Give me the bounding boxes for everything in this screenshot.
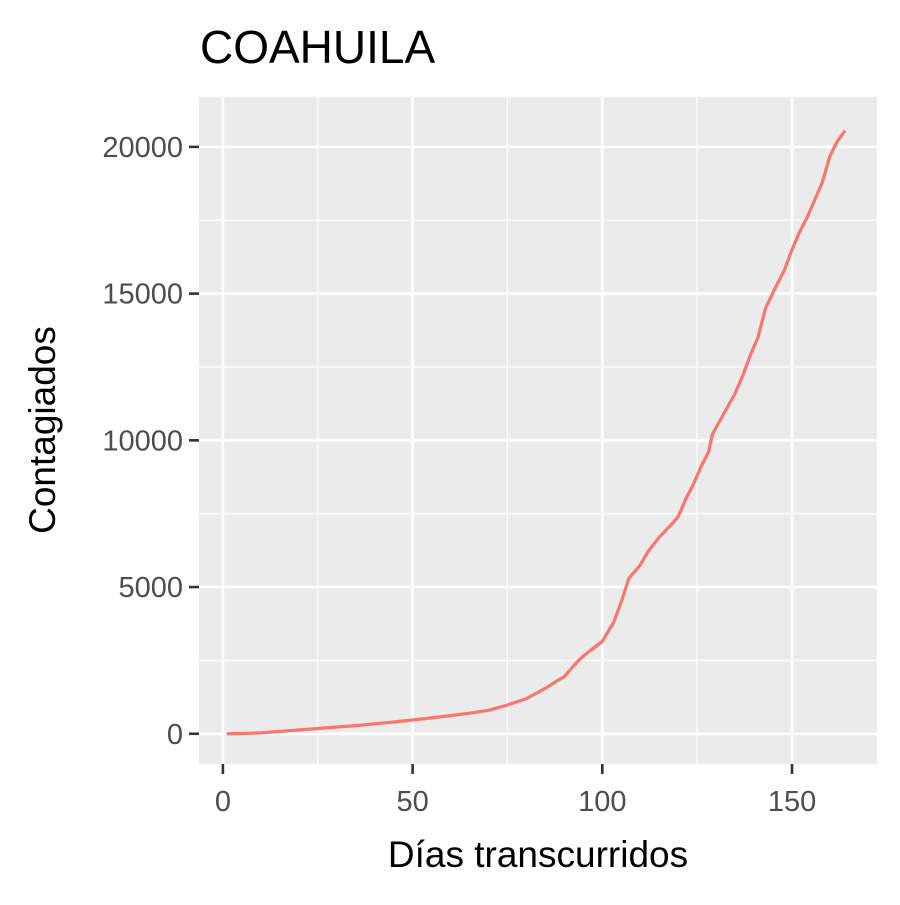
x-tick-label: 150 bbox=[768, 786, 816, 818]
data-layer bbox=[226, 129, 847, 736]
y-tick-label: 20000 bbox=[102, 132, 183, 164]
y-axis: 0 5000 10000 15000 20000 bbox=[102, 132, 199, 751]
series-line bbox=[226, 129, 847, 736]
y-tick-label: 0 bbox=[167, 719, 183, 751]
y-axis-label: Contagiados bbox=[22, 326, 63, 534]
plot-panel bbox=[199, 97, 877, 764]
chart-title: COAHUILA bbox=[200, 21, 435, 73]
y-tick-label: 15000 bbox=[102, 279, 183, 311]
major-gridlines bbox=[199, 97, 877, 764]
y-tick-label: 10000 bbox=[102, 425, 183, 457]
y-tick-label: 5000 bbox=[118, 572, 183, 604]
x-axis: 0 50 100 150 bbox=[215, 764, 816, 818]
x-axis-label: Días transcurridos bbox=[388, 834, 688, 875]
minor-gridlines bbox=[199, 97, 877, 764]
x-tick-label: 0 bbox=[215, 786, 231, 818]
x-tick-label: 100 bbox=[578, 786, 626, 818]
x-tick-label: 50 bbox=[396, 786, 428, 818]
